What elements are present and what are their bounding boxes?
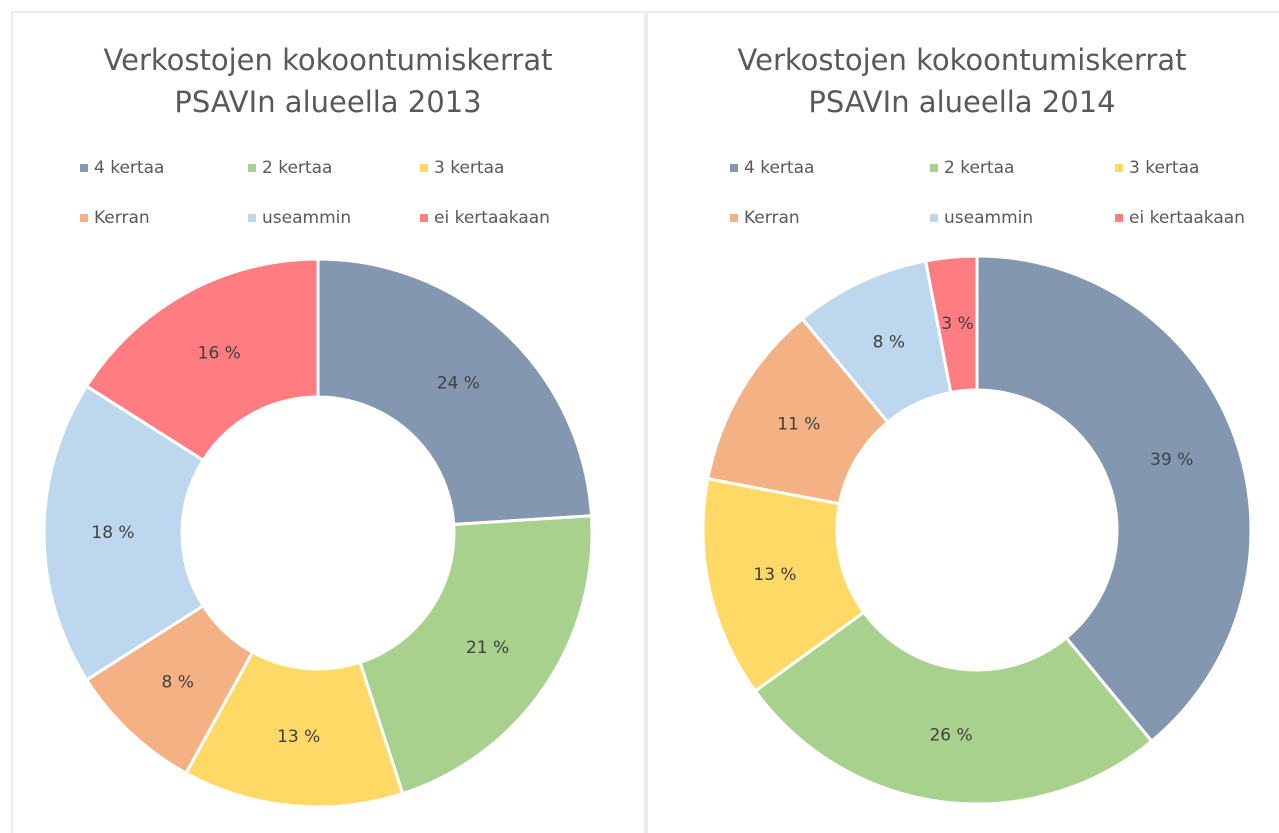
data-label: 8 % [161,672,193,692]
data-label: 13 % [753,565,796,585]
legend-label: 2 kertaa [262,158,332,178]
data-label: 18 % [91,523,134,543]
legend-swatch [420,214,428,222]
data-label: 24 % [437,374,480,394]
donut-slice [975,254,1253,744]
legend-label: Kerran [94,208,150,228]
legend-swatch [420,164,428,172]
donut-slice [701,476,866,694]
legend-label: ei kertaakaan [434,208,550,228]
chart-title: PSAVIn alueella 2014 [808,85,1115,119]
data-label: 16 % [198,343,241,363]
legend-swatch [930,164,938,172]
legend-swatch [1115,164,1123,172]
legend-label: ei kertaakaan [1129,208,1245,228]
chart-title: Verkostojen kokoontumiskerrat [738,43,1187,77]
data-label: 21 % [466,638,509,658]
data-label: 13 % [277,727,320,747]
panel-border [11,11,646,833]
donut-slice [42,384,206,682]
legend-swatch [80,214,88,222]
donut-slice [84,257,320,463]
donut-slice [183,650,405,809]
legend-swatch [1115,214,1123,222]
legend-swatch [248,214,256,222]
donut-slice [753,610,1154,806]
legend-swatch [730,214,738,222]
legend-swatch [930,214,938,222]
legend-swatch [730,164,738,172]
legend-label: 4 kertaa [94,158,164,178]
data-label: 11 % [777,415,820,435]
legend-label: 4 kertaa [744,158,814,178]
legend-swatch [248,164,256,172]
legend-label: Kerran [744,208,800,228]
donut-slice [923,254,979,395]
chart-title: Verkostojen kokoontumiskerrat [104,43,553,77]
data-label: 8 % [873,333,905,353]
data-label: 39 % [1150,450,1193,470]
data-label: 3 % [941,314,973,334]
legend-label: 3 kertaa [1129,158,1199,178]
chart-title: PSAVIn alueella 2013 [174,85,481,119]
donut-slice [358,514,594,796]
legend-swatch [80,164,88,172]
legend-label: 2 kertaa [944,158,1014,178]
legend-label: useammin [262,208,351,228]
panel-border [646,11,1279,833]
legend-label: useammin [944,208,1033,228]
legend-label: 3 kertaa [434,158,504,178]
data-label: 26 % [929,725,972,745]
donut-slice [316,257,594,527]
